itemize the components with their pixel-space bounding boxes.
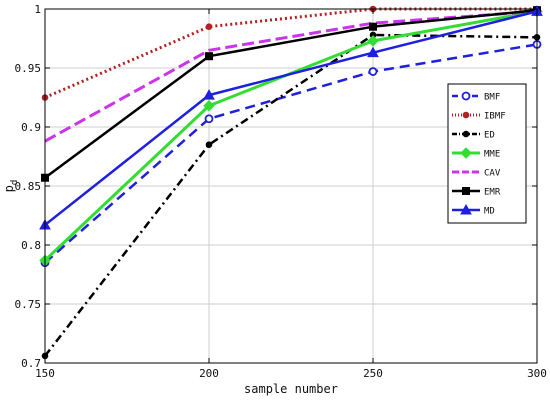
data-point-md [203, 89, 215, 100]
legend-marker-ed [462, 130, 470, 138]
legend-label-mme: MME [484, 150, 500, 160]
legend-label-ibmf: IBMF [484, 112, 506, 122]
data-point-emr [369, 22, 377, 31]
y-tick-label: 1 [34, 3, 41, 16]
data-point-bmf [204, 114, 214, 124]
y-axis-label-subscript: d [10, 180, 20, 185]
data-point-ibmf [205, 23, 213, 31]
legend-label-bmf: BMF [484, 93, 500, 103]
legend-label-emr: EMR [484, 188, 501, 198]
y-tick-label: 0.9 [21, 121, 41, 134]
y-tick-label: 0.7 [21, 357, 41, 370]
data-point-mme [203, 100, 215, 112]
legend-label-cav: CAV [484, 169, 501, 179]
data-point-mme [367, 35, 379, 47]
legend-label-ed: ED [484, 131, 495, 141]
legend-marker-bmf [461, 91, 471, 101]
series-line-bmf [44, 43, 538, 264]
y-tick-label: 0.85 [15, 180, 42, 193]
data-point-bmf [368, 67, 378, 76]
y-axis-label-main: p [2, 185, 16, 192]
legend-marker-md [460, 203, 472, 215]
x-axis-label: sample number [244, 382, 338, 396]
y-tick-label: 0.75 [15, 298, 42, 311]
x-tick-label: 200 [199, 367, 219, 380]
legend-marker-ibmf [462, 111, 470, 119]
legend: BMF IBMF ED MME CAV EMR MD [447, 83, 527, 224]
series-line-ed [44, 33, 538, 357]
x-tick-label: 250 [363, 367, 383, 380]
series-line-md [44, 10, 538, 226]
y-tick-label: 0.95 [15, 62, 42, 75]
series-ed [41, 31, 541, 360]
ticks: 150 200 250 300 0.7 0.75 0.8 0.85 0.9 0.95 1 [15, 3, 547, 380]
legend-label-md: MD [484, 207, 495, 217]
x-tick-label: 150 [35, 367, 55, 380]
x-tick-label: 300 [527, 367, 547, 380]
data-point-ed [205, 141, 213, 148]
legend-marker-mme [460, 147, 472, 159]
y-tick-label: 0.8 [21, 239, 41, 252]
y-axis-label: pd [2, 180, 20, 193]
series-line-emr [44, 8, 538, 179]
legend-marker-emr [462, 187, 470, 195]
data-point-md [367, 46, 379, 58]
data-point-emr [205, 52, 213, 61]
